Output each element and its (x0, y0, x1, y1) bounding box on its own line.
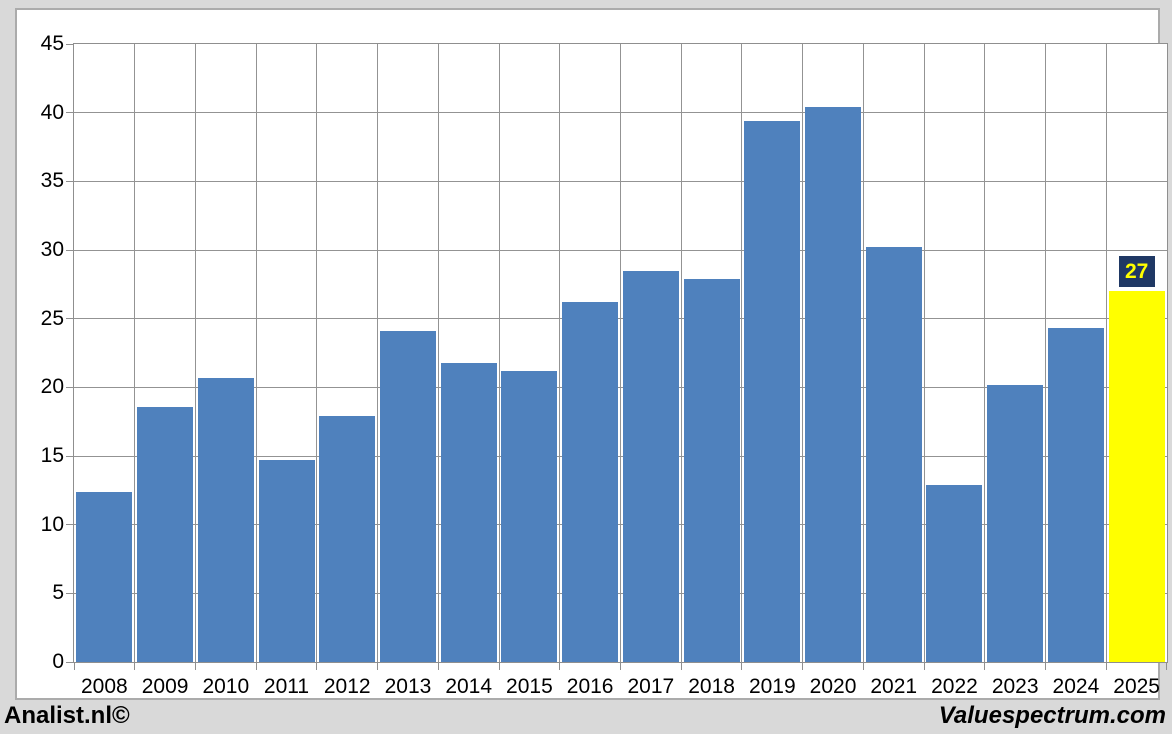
x-axis-tick (134, 662, 136, 670)
gridline-v (255, 44, 257, 662)
bar-2023 (987, 384, 1044, 662)
x-axis-label: 2024 (1052, 675, 1100, 698)
y-axis-label: 25 (40, 306, 64, 330)
y-axis-tick (66, 386, 74, 388)
x-axis-label: 2017 (627, 675, 675, 698)
bar-2008 (76, 491, 133, 662)
gridline-v (316, 44, 318, 662)
y-axis-label: 10 (40, 512, 64, 536)
y-axis-label: 20 (40, 375, 64, 399)
x-axis-tick (680, 662, 682, 670)
gridline-v (862, 44, 864, 662)
source-analist: Analist.nl© (4, 702, 130, 729)
y-axis-tick (66, 318, 74, 320)
x-axis-tick (741, 662, 743, 670)
y-axis-tick (66, 180, 74, 182)
gridline-v (923, 44, 925, 662)
y-axis-tick (66, 249, 74, 251)
x-axis-tick (316, 662, 318, 670)
x-axis-label: 2014 (445, 675, 493, 698)
x-axis-label: 2013 (384, 675, 432, 698)
x-axis-tick (559, 662, 561, 670)
source-valuespectrum: Valuespectrum.com (938, 702, 1166, 729)
x-axis-label: 2022 (931, 675, 978, 698)
bar-2025 (1108, 291, 1165, 662)
bar-2011 (258, 460, 315, 662)
x-axis-tick (984, 662, 986, 670)
x-axis-tick (923, 662, 925, 670)
x-axis-label: 2008 (81, 675, 128, 698)
y-axis-tick (66, 524, 74, 526)
x-axis-label: 2015 (506, 675, 553, 698)
x-axis-label: 2009 (141, 675, 189, 698)
gridline-v (680, 44, 682, 662)
x-axis-label: 2025 (1113, 675, 1160, 698)
x-axis-tick (73, 662, 75, 670)
x-axis-label: 2021 (870, 675, 918, 698)
bar-2009 (137, 406, 194, 662)
footer-bar: Analist.nl© Valuespectrum.com (0, 700, 1172, 734)
x-axis-tick (377, 662, 379, 670)
y-axis-tick (66, 455, 74, 457)
gridline-v (984, 44, 986, 662)
y-axis-label: 0 (52, 650, 64, 673)
y-axis-tick (66, 592, 74, 594)
bar-2018 (683, 278, 740, 662)
gridline-v (498, 44, 500, 662)
y-axis-label: 5 (52, 581, 64, 605)
gridline-v (377, 44, 379, 662)
y-axis-tick (66, 661, 74, 663)
x-axis-label: 2012 (323, 675, 371, 698)
x-axis-tick (1165, 662, 1167, 670)
gridline-v (1045, 44, 1047, 662)
bar-2022 (926, 484, 983, 662)
gridline-v (741, 44, 743, 662)
x-axis-tick (194, 662, 196, 670)
gridline-v (620, 44, 621, 662)
bar-2014 (440, 362, 497, 662)
x-axis-label: 2016 (566, 675, 614, 698)
y-axis-label: 30 (40, 238, 64, 261)
bar-2016 (562, 302, 619, 662)
gridline-v (802, 44, 804, 662)
bar-2013 (379, 331, 436, 662)
x-axis-label: 2019 (748, 675, 796, 698)
x-axis-label: 2011 (263, 675, 310, 698)
x-axis-tick (498, 662, 500, 670)
x-axis-tick (1045, 662, 1047, 670)
gridline-v (559, 44, 561, 662)
bar-2021 (865, 247, 922, 662)
x-axis-label: 2023 (991, 675, 1039, 698)
x-axis-label: 2020 (809, 675, 857, 698)
x-axis-label: 2010 (202, 675, 250, 698)
x-axis-tick (437, 662, 439, 670)
y-axis-label: 15 (40, 444, 64, 467)
plot-area: 0 5 10 15 20 25 30 35 40 45 2008 2009 2010 2011 2012 20… (41, 33, 1168, 698)
x-axis-tick (802, 662, 804, 670)
x-axis-label: 2018 (688, 675, 735, 698)
x-axis-tick (255, 662, 257, 670)
bar-2015 (501, 370, 558, 662)
chart-frame: 0 5 10 15 20 25 30 35 40 45 2008 2009 2010 2011 2012 20… (15, 8, 1168, 700)
y-axis-label: 45 (40, 32, 64, 55)
bar-2017 (622, 270, 679, 662)
y-axis-label: 40 (40, 100, 64, 124)
gridline-v (1105, 44, 1107, 662)
x-axis-tick (1105, 662, 1107, 670)
bar-2019 (744, 120, 801, 662)
x-axis-tick (862, 662, 864, 670)
gridline-v (134, 44, 136, 662)
x-axis-tick (620, 662, 621, 670)
data-label-2025: 27 (1118, 256, 1155, 288)
gridline-v (437, 44, 439, 662)
y-axis-tick (66, 112, 74, 114)
bar-2024 (1047, 328, 1104, 662)
bar-2020 (805, 107, 862, 662)
gridline-v (194, 44, 196, 662)
y-axis-tick (66, 43, 74, 45)
bar-2012 (319, 416, 376, 662)
y-axis-label: 35 (40, 169, 64, 193)
bar-2010 (197, 377, 254, 662)
